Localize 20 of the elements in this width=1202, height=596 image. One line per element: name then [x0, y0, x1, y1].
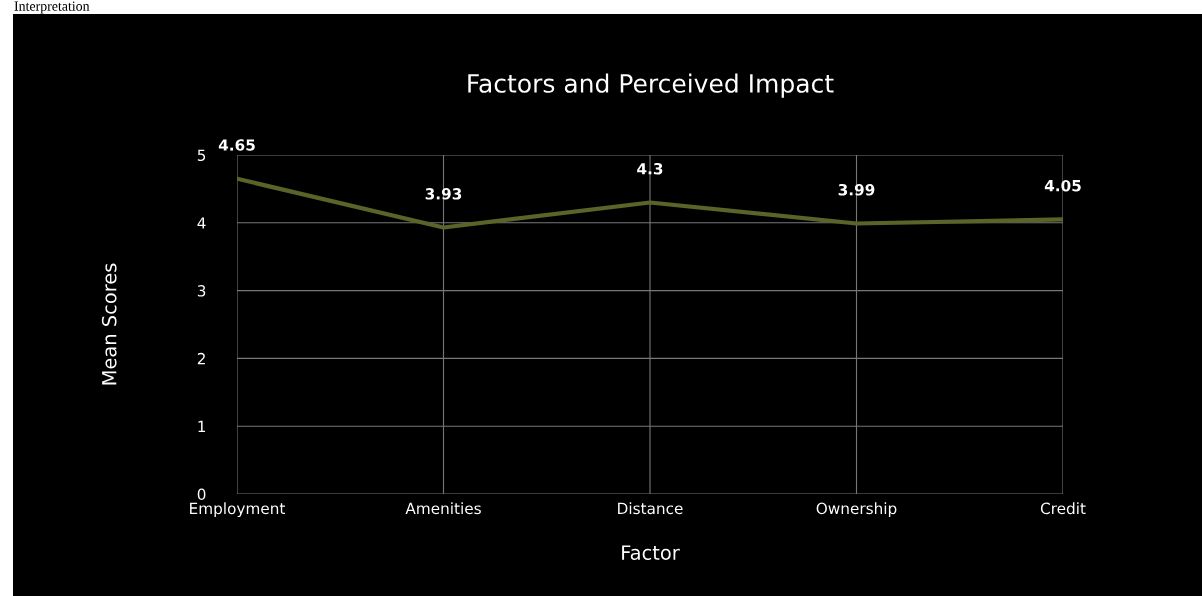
data-label: 4.65	[218, 139, 255, 151]
y-tick-label: 4	[197, 217, 206, 229]
x-tick-label: Employment	[190, 502, 286, 518]
y-tick-label: 0	[197, 488, 206, 501]
chart-title: Factors and Perceived Impact	[468, 73, 834, 98]
x-tick-label: Amenities	[405, 502, 481, 515]
data-label: 4.05	[1044, 179, 1081, 192]
x-tick-label: Ownership	[816, 502, 897, 518]
y-tick-label: 1	[198, 420, 206, 432]
y-axis-title: Mean Scores	[101, 263, 117, 385]
x-tick-label: Credit	[1040, 502, 1086, 515]
data-label: 3.93	[425, 188, 462, 200]
x-axis-title: Factor	[622, 545, 680, 560]
y-tick-label: 3	[197, 285, 206, 297]
data-label: 3.99	[838, 183, 875, 196]
data-label: 4.3	[637, 162, 663, 175]
y-tick-label: 2	[197, 352, 205, 365]
x-tick-label: Distance	[618, 502, 683, 515]
text: Interpretation	[14, 1, 90, 14]
y-tick-label: 5	[197, 149, 206, 162]
